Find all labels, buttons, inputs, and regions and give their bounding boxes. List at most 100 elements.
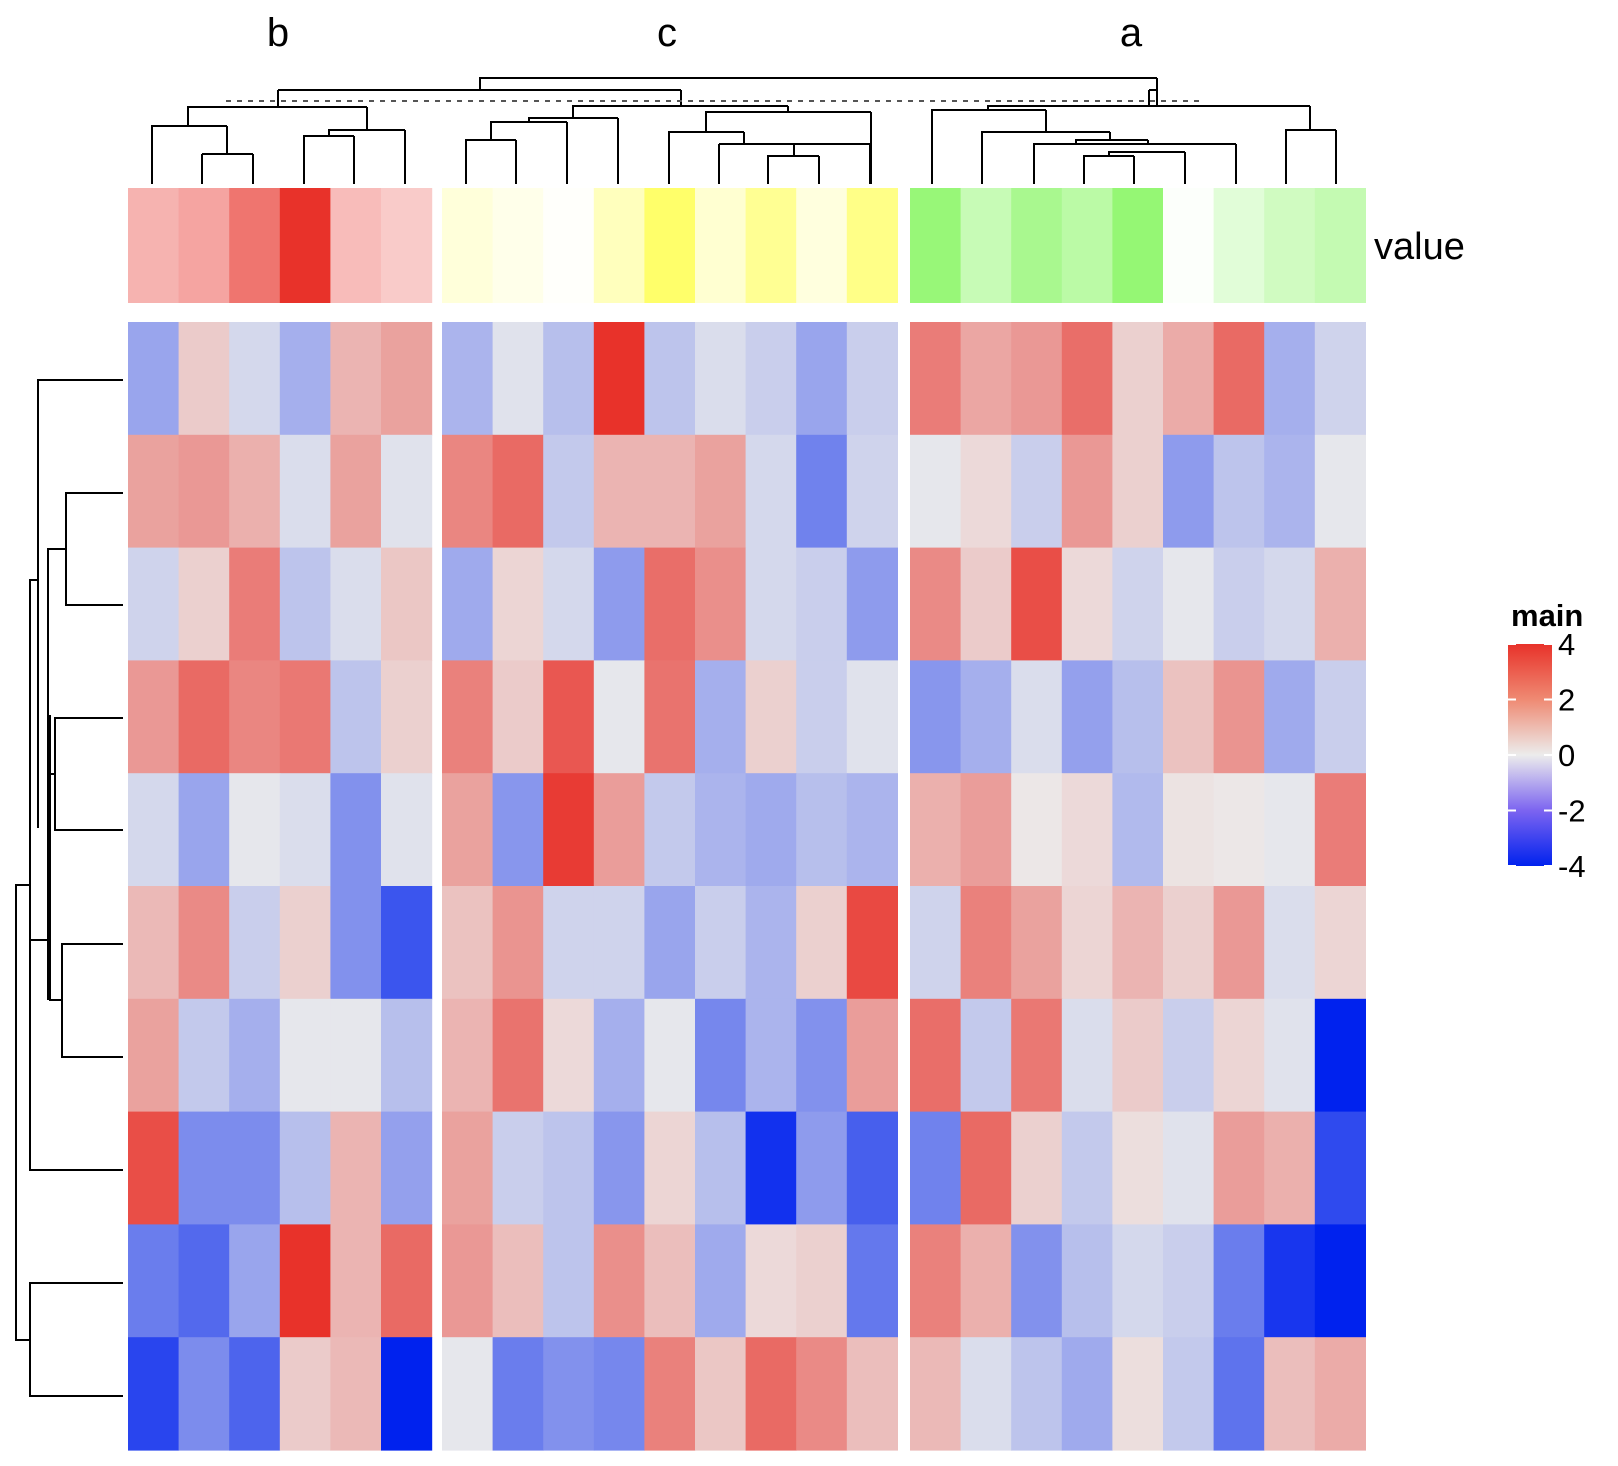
heatmap-cell-b-r9-c5 bbox=[330, 1224, 382, 1338]
heatmap-cell-b-r10-c1 bbox=[128, 1337, 180, 1451]
col-dendro-top bbox=[278, 77, 1158, 106]
heatmap-cell-a-r8-c9 bbox=[1314, 1111, 1366, 1225]
group-title-b: b bbox=[267, 11, 289, 55]
annotation-cell-c-9 bbox=[846, 188, 898, 303]
heatmap-cell-b-r7-c5 bbox=[330, 998, 382, 1113]
heatmap-cell-b-r6-c2 bbox=[178, 886, 230, 1000]
heatmap-cell-b-r6-c4 bbox=[279, 886, 331, 1000]
heatmap-cell-a-r10-c8 bbox=[1264, 1337, 1316, 1451]
heatmap-cell-a-r5-c7 bbox=[1213, 773, 1265, 887]
heatmap-cell-c-r5-c4 bbox=[593, 773, 645, 887]
heatmap-cell-a-r2-c8 bbox=[1264, 434, 1316, 549]
heatmap-cell-c-r2-c2 bbox=[492, 434, 544, 549]
heatmap-cell-a-r1-c6 bbox=[1163, 322, 1215, 436]
heatmap-cell-a-r6-c4 bbox=[1061, 886, 1113, 1000]
annotation-cell-b-1 bbox=[128, 188, 180, 303]
heatmap-cell-a-r7-c1 bbox=[910, 998, 962, 1113]
heatmap-cell-c-r7-c1 bbox=[442, 998, 494, 1113]
heatmap-cell-c-r5-c9 bbox=[846, 773, 898, 887]
heatmap-cell-c-r7-c3 bbox=[543, 998, 595, 1113]
heatmap-cell-a-r10-c3 bbox=[1011, 1337, 1063, 1451]
row-dendrogram bbox=[15, 379, 123, 1397]
heatmap-cell-c-r5-c2 bbox=[492, 773, 544, 887]
heatmap-cell-c-r2-c9 bbox=[846, 434, 898, 549]
heatmap-cell-b-r5-c5 bbox=[330, 773, 382, 887]
heatmap-cell-a-r10-c5 bbox=[1112, 1337, 1164, 1451]
heatmap-cell-a-r6-c2 bbox=[960, 886, 1012, 1000]
heatmap-cell-c-r7-c2 bbox=[492, 998, 544, 1113]
annotation-cell-b-2 bbox=[178, 188, 230, 303]
heatmap-cell-a-r3-c6 bbox=[1163, 547, 1215, 661]
heatmap-cell-a-r7-c7 bbox=[1213, 998, 1265, 1113]
heatmap-cell-c-r1-c9 bbox=[846, 322, 898, 436]
heatmap-cell-a-r3-c1 bbox=[910, 547, 962, 661]
heatmap-cell-b-r7-c6 bbox=[381, 998, 433, 1113]
heatmap-cell-c-r1-c6 bbox=[695, 322, 747, 436]
heatmap-cell-a-r3-c2 bbox=[960, 547, 1012, 661]
annotation-cell-c-3 bbox=[543, 188, 595, 303]
heatmap-cell-b-r8-c5 bbox=[330, 1111, 382, 1225]
heatmap-cell-c-r8-c1 bbox=[442, 1111, 494, 1225]
heatmap-cell-b-r4-c6 bbox=[381, 660, 433, 774]
legend-title: main bbox=[1511, 598, 1583, 633]
annotation-cell-a-4 bbox=[1061, 188, 1113, 303]
heatmap-cell-b-r4-c1 bbox=[128, 660, 180, 774]
heatmap-cell-b-r3-c6 bbox=[381, 547, 433, 661]
heatmap-cell-c-r9-c8 bbox=[796, 1224, 848, 1338]
heatmap-cell-c-r3-c9 bbox=[846, 547, 898, 661]
heatmap-cell-c-r9-c1 bbox=[442, 1224, 494, 1338]
heatmap-cell-b-r10-c5 bbox=[330, 1337, 382, 1451]
heatmap-cell-b-r4-c4 bbox=[279, 660, 331, 774]
heatmap-cell-b-r1-c6 bbox=[381, 322, 433, 436]
heatmap-cell-c-r10-c4 bbox=[593, 1337, 645, 1451]
heatmap-cell-a-r9-c5 bbox=[1112, 1224, 1164, 1338]
heatmap-cell-c-r5-c7 bbox=[745, 773, 797, 887]
heatmap-cell-a-r9-c4 bbox=[1061, 1224, 1113, 1338]
heatmap-cell-a-r2-c6 bbox=[1163, 434, 1215, 549]
heatmap-cell-a-r6-c5 bbox=[1112, 886, 1164, 1000]
heatmap-cell-c-r7-c4 bbox=[593, 998, 645, 1113]
heatmap-cell-c-r10-c7 bbox=[745, 1337, 797, 1451]
annotation-cell-c-8 bbox=[796, 188, 848, 303]
heatmap-cell-a-r9-c2 bbox=[960, 1224, 1012, 1338]
heatmap-cell-c-r7-c5 bbox=[644, 998, 696, 1113]
heatmap-cell-c-r4-c5 bbox=[644, 660, 696, 774]
heatmap-cell-a-r7-c5 bbox=[1112, 998, 1164, 1113]
heatmap-cell-c-r4-c2 bbox=[492, 660, 544, 774]
heatmap-cell-c-r8-c4 bbox=[593, 1111, 645, 1225]
legend-tick-label-2: 2 bbox=[1558, 683, 1575, 718]
heatmap-cell-b-r2-c4 bbox=[279, 434, 331, 549]
heatmap-cell-b-r2-c2 bbox=[178, 434, 230, 549]
heatmap-cell-c-r4-c1 bbox=[442, 660, 494, 774]
annotation-cell-a-7 bbox=[1213, 188, 1265, 303]
heatmap-cell-a-r9-c9 bbox=[1314, 1224, 1366, 1338]
annotation-cell-c-2 bbox=[492, 188, 544, 303]
heatmap-cell-a-r2-c5 bbox=[1112, 434, 1164, 549]
heatmap-cell-c-r3-c7 bbox=[745, 547, 797, 661]
heatmap-cell-c-r10-c9 bbox=[846, 1337, 898, 1451]
color-legend: main 4 2 0 -2 -4 bbox=[1508, 598, 1586, 884]
heatmap-cell-c-r2-c4 bbox=[593, 434, 645, 549]
heatmap-cell-a-r1-c4 bbox=[1061, 322, 1113, 436]
heatmap-cell-c-r10-c2 bbox=[492, 1337, 544, 1451]
heatmap-cell-a-r4-c3 bbox=[1011, 660, 1063, 774]
heatmap-cell-c-r2-c7 bbox=[745, 434, 797, 549]
heatmap-cell-c-r8-c8 bbox=[796, 1111, 848, 1225]
heatmap-cell-a-r8-c2 bbox=[960, 1111, 1012, 1225]
heatmap-cell-a-r7-c4 bbox=[1061, 998, 1113, 1113]
heatmap-cell-a-r7-c9 bbox=[1314, 998, 1366, 1113]
heatmap-cell-a-r1-c2 bbox=[960, 322, 1012, 436]
heatmap-cell-b-r6-c6 bbox=[381, 886, 433, 1000]
heatmap-cell-b-r10-c6 bbox=[381, 1337, 433, 1451]
heatmap-cell-b-r2-c3 bbox=[229, 434, 281, 549]
heatmap-cell-c-r4-c8 bbox=[796, 660, 848, 774]
heatmap-cell-a-r5-c9 bbox=[1314, 773, 1366, 887]
heatmap-cell-a-r2-c2 bbox=[960, 434, 1012, 549]
legend-ticks: 4 2 0 -2 -4 bbox=[1508, 627, 1586, 884]
heatmap-cell-a-r8-c1 bbox=[910, 1111, 962, 1225]
heatmap-cell-c-r1-c7 bbox=[745, 322, 797, 436]
heatmap-cell-c-r3-c2 bbox=[492, 547, 544, 661]
legend-tick-label-5: -4 bbox=[1558, 849, 1586, 884]
heatmap-cell-c-r10-c8 bbox=[796, 1337, 848, 1451]
annotation-cell-a-2 bbox=[960, 188, 1012, 303]
